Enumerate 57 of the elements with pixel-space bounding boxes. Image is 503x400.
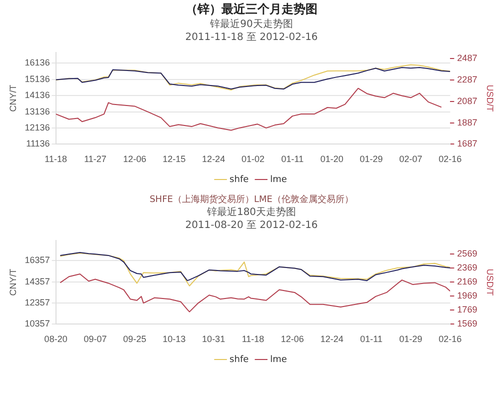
y2-axis-title: USD/T: [485, 268, 496, 296]
x-tick-label: 12-15: [162, 154, 186, 164]
x-tick-label: 09-07: [84, 334, 107, 344]
x-tick-label: 08-20: [44, 334, 68, 344]
y2-tick-label: 2569: [457, 248, 478, 259]
y2-tick-label: 1687: [457, 138, 478, 149]
y2-tick-label: 2169: [457, 276, 478, 287]
y2-tick-label: 2287: [457, 74, 478, 84]
x-tick-label: 11-18: [44, 154, 68, 164]
x-tick-label: 01-20: [320, 154, 344, 164]
x-tick-label: 11-18: [242, 334, 264, 344]
y-tick-label: 13136: [24, 106, 50, 116]
y2-tick-label: 2487: [457, 53, 478, 64]
y-tick-label: 11136: [26, 138, 50, 149]
y-tick-label: 12357: [24, 298, 50, 308]
y-tick-label: 16357: [24, 255, 50, 266]
y-tick-label: 14357: [24, 276, 50, 286]
chart-subtitle: 2011-08-20 至 2012-02-16: [184, 219, 319, 232]
x-tick-label: 01-11: [281, 154, 304, 164]
legend-label: lme: [270, 354, 288, 365]
y-axis-title: CNY/T: [8, 268, 18, 296]
y2-tick-label: 1887: [457, 117, 478, 128]
y2-tick-label: 1769: [457, 304, 478, 315]
x-tick-label: 12-06: [123, 154, 146, 164]
x-tick-label: 02-16: [438, 334, 462, 344]
y-tick-label: 15136: [24, 74, 50, 84]
x-tick-label: 01-29: [399, 334, 422, 344]
y2-tick-label: 2087: [457, 96, 478, 106]
y-axis-title: CNY/T: [8, 84, 18, 112]
y-tick-label: 14136: [24, 90, 50, 100]
x-tick-label: 12-24: [202, 154, 226, 164]
chart-title: 锌最近180天走势图: [206, 206, 298, 219]
x-tick-label: 11-27: [84, 154, 106, 164]
legend-label: shfe: [230, 354, 250, 365]
legend-label: lme: [270, 174, 288, 185]
x-tick-label: 10-13: [162, 334, 186, 344]
y-tick-label: 10357: [24, 318, 50, 329]
x-tick-label: 09-25: [123, 334, 146, 344]
y-tick-label: 16136: [24, 58, 50, 68]
x-tick-label: 12-24: [320, 334, 344, 344]
y-tick-label: 12136: [24, 122, 50, 132]
y2-tick-label: 1969: [457, 290, 478, 301]
x-tick-label: 01-29: [360, 154, 383, 164]
text: SHFE（上海期货交易所）LME（伦敦金属交易所）: [148, 194, 354, 206]
y2-tick-label: 2369: [457, 262, 478, 273]
x-tick-label: 01-11: [360, 334, 382, 344]
text: 2011-11-18 至 2012-02-16: [184, 31, 319, 44]
x-tick-label: 12-06: [280, 334, 304, 344]
y2-tick-label: 1569: [457, 318, 478, 329]
chart-title: （锌）最近三个月走势图: [184, 1, 318, 18]
x-tick-label: 10-31: [202, 334, 226, 344]
legend-label: shfe: [230, 174, 250, 185]
chart-subtitle: 锌最近90天走势图: [209, 18, 294, 31]
x-tick-label: 01-02: [241, 154, 265, 164]
x-tick-label: 02-07: [399, 154, 422, 164]
y2-axis-title: USD/T: [485, 84, 496, 112]
x-tick-label: 02-16: [438, 154, 462, 164]
